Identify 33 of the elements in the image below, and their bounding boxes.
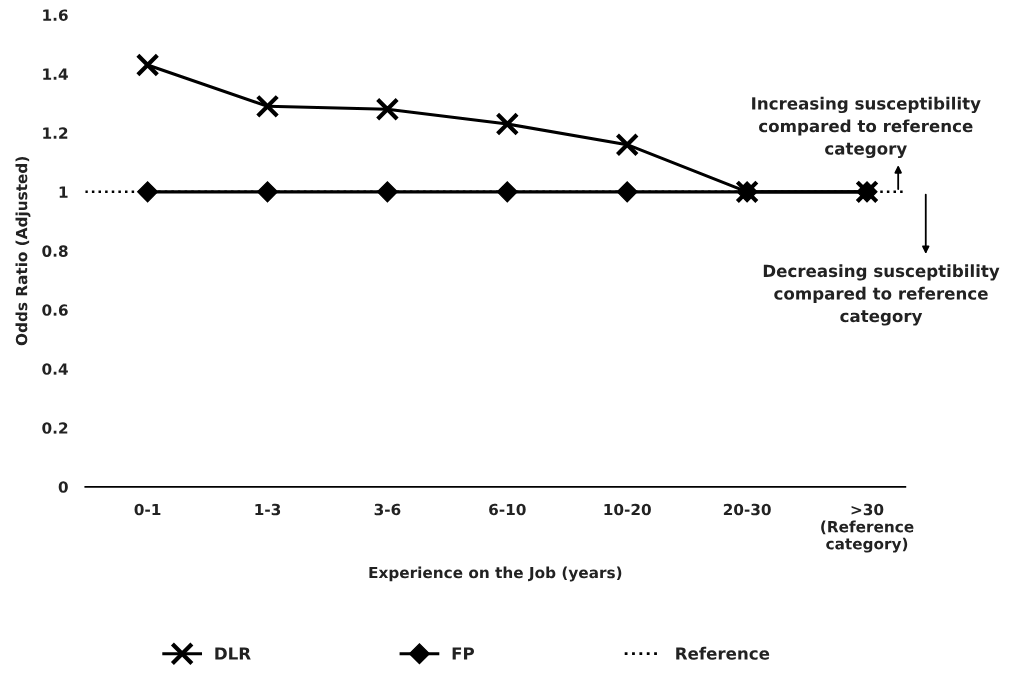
y-tick-label: 0.8 xyxy=(42,245,68,257)
point xyxy=(255,94,280,119)
point xyxy=(376,181,398,203)
point xyxy=(135,53,160,77)
x-tick-label: >30 (Reference category) xyxy=(821,503,914,553)
legend-label: Reference xyxy=(676,646,770,660)
y-tick-label: 1 xyxy=(59,186,68,198)
x-tick-label: 6-10 xyxy=(489,503,526,516)
point xyxy=(137,181,159,203)
x-tick-label: 0-1 xyxy=(134,503,161,516)
annotation: Increasing susceptibility compared to reference category xyxy=(752,96,981,159)
y-tick-label: 0.4 xyxy=(42,363,68,375)
point xyxy=(375,97,400,122)
point xyxy=(616,181,638,203)
y-tick-label: 1.2 xyxy=(43,127,68,139)
x-tick-label: 20-30 xyxy=(723,503,771,516)
point xyxy=(615,132,640,157)
x-axis-title: Experience on the Job (years) xyxy=(369,566,622,582)
x-tick-label: 10-20 xyxy=(604,503,651,516)
point xyxy=(256,181,279,203)
y-tick-label: 0.2 xyxy=(42,422,68,434)
y-axis-title: Odds Ratio (Adjusted) xyxy=(15,157,31,346)
point xyxy=(496,181,518,203)
y-tick-label: 1.6 xyxy=(43,9,68,21)
annotation: Decreasing susceptibility compared to reference category xyxy=(763,264,1000,326)
x-tick-label: 3-6 xyxy=(374,503,401,516)
y-tick-label: 0.6 xyxy=(42,304,68,316)
y-tick-label: 0 xyxy=(58,481,68,493)
legend-label: DLR xyxy=(215,647,251,660)
y-tick-label: 1.4 xyxy=(43,68,68,80)
x-tick-label: 1-3 xyxy=(255,503,281,516)
point xyxy=(495,112,520,136)
legend-label: FP xyxy=(452,647,475,660)
